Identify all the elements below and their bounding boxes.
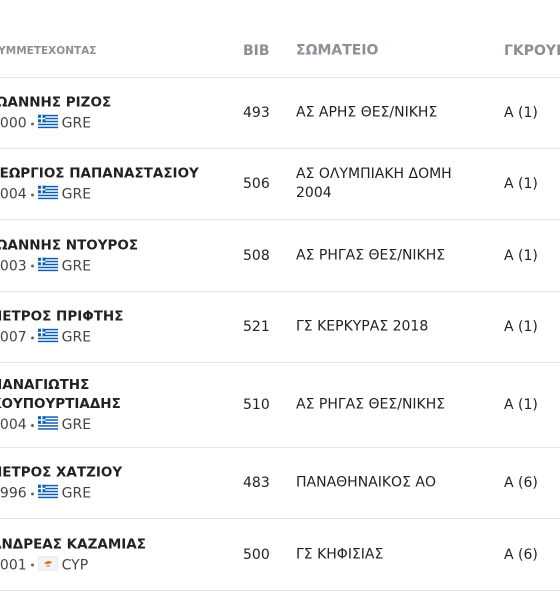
separator xyxy=(30,193,34,196)
table-row: ΑΝΔΡΕΑΣ ΚΑΖΑΜΙΑΣ 2001 CYP 500 ΓΣ ΚΗΦΙΣΙΑΣ Α (… xyxy=(0,519,560,591)
column-header: ΣΩΜΑΤΕΙΟ xyxy=(296,42,379,58)
bib-number: 510 xyxy=(243,397,270,413)
bib-number: 500 xyxy=(243,546,270,563)
athlete-cell: ΙΩΑΝΝΗΣ ΡΙΖΟΣ 2000 GRE xyxy=(0,94,216,133)
header-row: ΣΥΜΜΕΤΕΧΟΝΤΑΣ BIB ΣΩΜΑΤΕΙΟ ΓΚΡΟΥΠ xyxy=(0,24,560,78)
flag xyxy=(37,556,58,570)
athlete-name: ΙΩΑΝΝΗΣ ΡΙΖΟΣ xyxy=(0,94,112,111)
table-row: ΙΩΑΝΝΗΣ ΝΤΟΥΡΟΣ 2003 GRE 508 ΑΣ ΡΗΓΑΣ ΘΕΣ/ΝΙ… xyxy=(0,220,560,292)
country-code: CYP xyxy=(61,557,89,573)
club-name: ΓΣ ΚΗΦΙΣΙΑΣ xyxy=(296,546,384,562)
flag-icon xyxy=(37,416,58,434)
country-code: GRE xyxy=(61,186,92,203)
athlete-meta: 2004 GRE xyxy=(0,416,216,434)
separator xyxy=(30,492,34,495)
table-row: ΠΕΤΡΟΣ ΧΑΤΖΙΟΥ 1996 GRE 483 ΠΑΝΑΘΗΝΑΙΚΟΣ ΑΟ Α… xyxy=(0,448,560,519)
group: Α (6) xyxy=(504,475,538,491)
athlete-cell: ΠΕΤΡΟΣ ΠΡΙΦΤΗΣ 2007 GRE xyxy=(0,308,216,347)
birth-year: 2004 xyxy=(0,186,27,203)
table-row: ΓΕΩΡΓΙΟΣ ΠΑΠΑΝΑΣΤΑΣΙΟΥ 2004 GRE 506 ΑΣ ΟΛΥΜΠ… xyxy=(0,149,560,220)
athlete-name: ΠΕΤΡΟΣ ΠΡΙΦΤΗΣ xyxy=(0,308,124,325)
group: Α (1) xyxy=(504,176,538,192)
birth-year: 2001 xyxy=(0,557,27,573)
bib-number: 508 xyxy=(243,247,270,264)
club-name: ΑΣ ΟΛΥΜΠΙΑΚΗ ΔΟΜΗ 2004 xyxy=(296,166,452,201)
column-header: ΣΥΜΜΕΤΕΧΟΝΤΑΣ xyxy=(0,44,97,57)
group: Α (1) xyxy=(504,319,538,335)
country-code: GRE xyxy=(61,485,92,502)
separator xyxy=(30,264,34,268)
country-code: GRE xyxy=(61,115,92,132)
athlete-cell: ΠΕΤΡΟΣ ΧΑΤΖΙΟΥ 1996 GRE xyxy=(0,464,216,503)
flag-icon xyxy=(37,556,58,574)
birth-year: 2000 xyxy=(0,115,27,132)
group: Α (1) xyxy=(504,105,538,121)
athlete-cell: ΓΕΩΡΓΙΟΣ ΠΑΠΑΝΑΣΤΑΣΙΟΥ 2004 GRE xyxy=(0,165,216,204)
bib-number: 521 xyxy=(243,319,270,335)
club-name: ΑΣ ΑΡΗΣ ΘΕΣ/ΝΙΚΗΣ xyxy=(296,104,438,121)
club-name: ΑΣ ΡΗΓΑΣ ΘΕΣ/ΝΙΚΗΣ xyxy=(296,396,446,413)
flag xyxy=(37,416,58,430)
country-code: GRE xyxy=(61,329,92,346)
table-row: ΠΕΤΡΟΣ ΠΡΙΦΤΗΣ 2007 GRE 521 ΓΣ ΚΕΡΚΥΡΑΣ 2018… xyxy=(0,292,560,363)
athlete-name: ΙΩΑΝΝΗΣ ΝΤΟΥΡΟΣ xyxy=(0,237,139,253)
birth-year: 1996 xyxy=(0,485,27,502)
flag xyxy=(37,484,58,499)
flag-icon xyxy=(37,484,58,503)
country-code: GRE xyxy=(61,417,92,433)
flag xyxy=(37,114,58,129)
flag xyxy=(37,257,58,271)
athlete-meta: 2004 GRE xyxy=(0,185,216,204)
flag xyxy=(37,328,58,343)
birth-year: 2007 xyxy=(0,329,27,346)
group: Α (6) xyxy=(504,546,538,563)
birth-year: 2003 xyxy=(0,258,27,274)
group: Α (1) xyxy=(504,247,538,264)
birth-year: 2004 xyxy=(0,417,27,433)
group: Α (1) xyxy=(504,397,538,413)
flag xyxy=(37,185,58,200)
athlete-cell: ΠΑΝΑΓΙΩΤΗΣ ΚΟΥΠΟΥΡΤΙΑΔΗΣ 2004 GRE xyxy=(0,376,216,434)
country-code: GRE xyxy=(61,258,92,274)
athlete-meta: 2003 GRE xyxy=(0,257,216,275)
athlete-name: ΑΝΔΡΕΑΣ ΚΑΖΑΜΙΑΣ xyxy=(0,536,146,552)
separator xyxy=(30,423,34,427)
bib-number: 493 xyxy=(243,105,270,121)
athlete-meta: 2000 GRE xyxy=(0,114,216,133)
athlete-name: ΠΑΝΑΓΙΩΤΗΣ ΚΟΥΠΟΥΡΤΙΑΔΗΣ xyxy=(0,377,121,412)
athlete-meta: 2007 GRE xyxy=(0,328,216,347)
athlete-meta: 1996 GRE xyxy=(0,484,216,503)
club-name: ΠΑΝΑΘΗΝΑΙΚΟΣ ΑΟ xyxy=(296,474,436,491)
athlete-cell: ΑΝΔΡΕΑΣ ΚΑΖΑΜΙΑΣ 2001 CYP xyxy=(0,535,216,574)
athlete-meta: 2001 CYP xyxy=(0,556,216,574)
column-header: BIB xyxy=(243,42,270,59)
athlete-name: ΠΕΤΡΟΣ ΧΑΤΖΙΟΥ xyxy=(0,464,123,481)
bib-number: 506 xyxy=(243,176,270,192)
flag-icon xyxy=(37,185,58,204)
athlete-name: ΓΕΩΡΓΙΟΣ ΠΑΠΑΝΑΣΤΑΣΙΟΥ xyxy=(0,165,199,182)
club-name: ΓΣ ΚΕΡΚΥΡΑΣ 2018 xyxy=(296,318,429,335)
flag-icon xyxy=(37,257,58,275)
table-row: ΠΑΝΑΓΙΩΤΗΣ ΚΟΥΠΟΥΡΤΙΑΔΗΣ 2004 GRE 510 ΑΣ ΡΗΓ… xyxy=(0,363,560,448)
club-name: ΑΣ ΡΗΓΑΣ ΘΕΣ/ΝΙΚΗΣ xyxy=(296,247,446,263)
separator xyxy=(30,563,34,567)
bib-number: 483 xyxy=(243,475,270,491)
column-header: ΓΚΡΟΥΠ xyxy=(504,42,560,59)
table-row: ΙΩΑΝΝΗΣ ΡΙΖΟΣ 2000 GRE 493 ΑΣ ΑΡΗΣ ΘΕΣ/ΝΙΚΗΣ… xyxy=(0,78,560,149)
separator xyxy=(30,122,34,125)
athlete-cell: ΙΩΑΝΝΗΣ ΝΤΟΥΡΟΣ 2003 GRE xyxy=(0,236,216,275)
flag-icon xyxy=(37,114,58,133)
separator xyxy=(30,336,34,339)
flag-icon xyxy=(37,328,58,347)
